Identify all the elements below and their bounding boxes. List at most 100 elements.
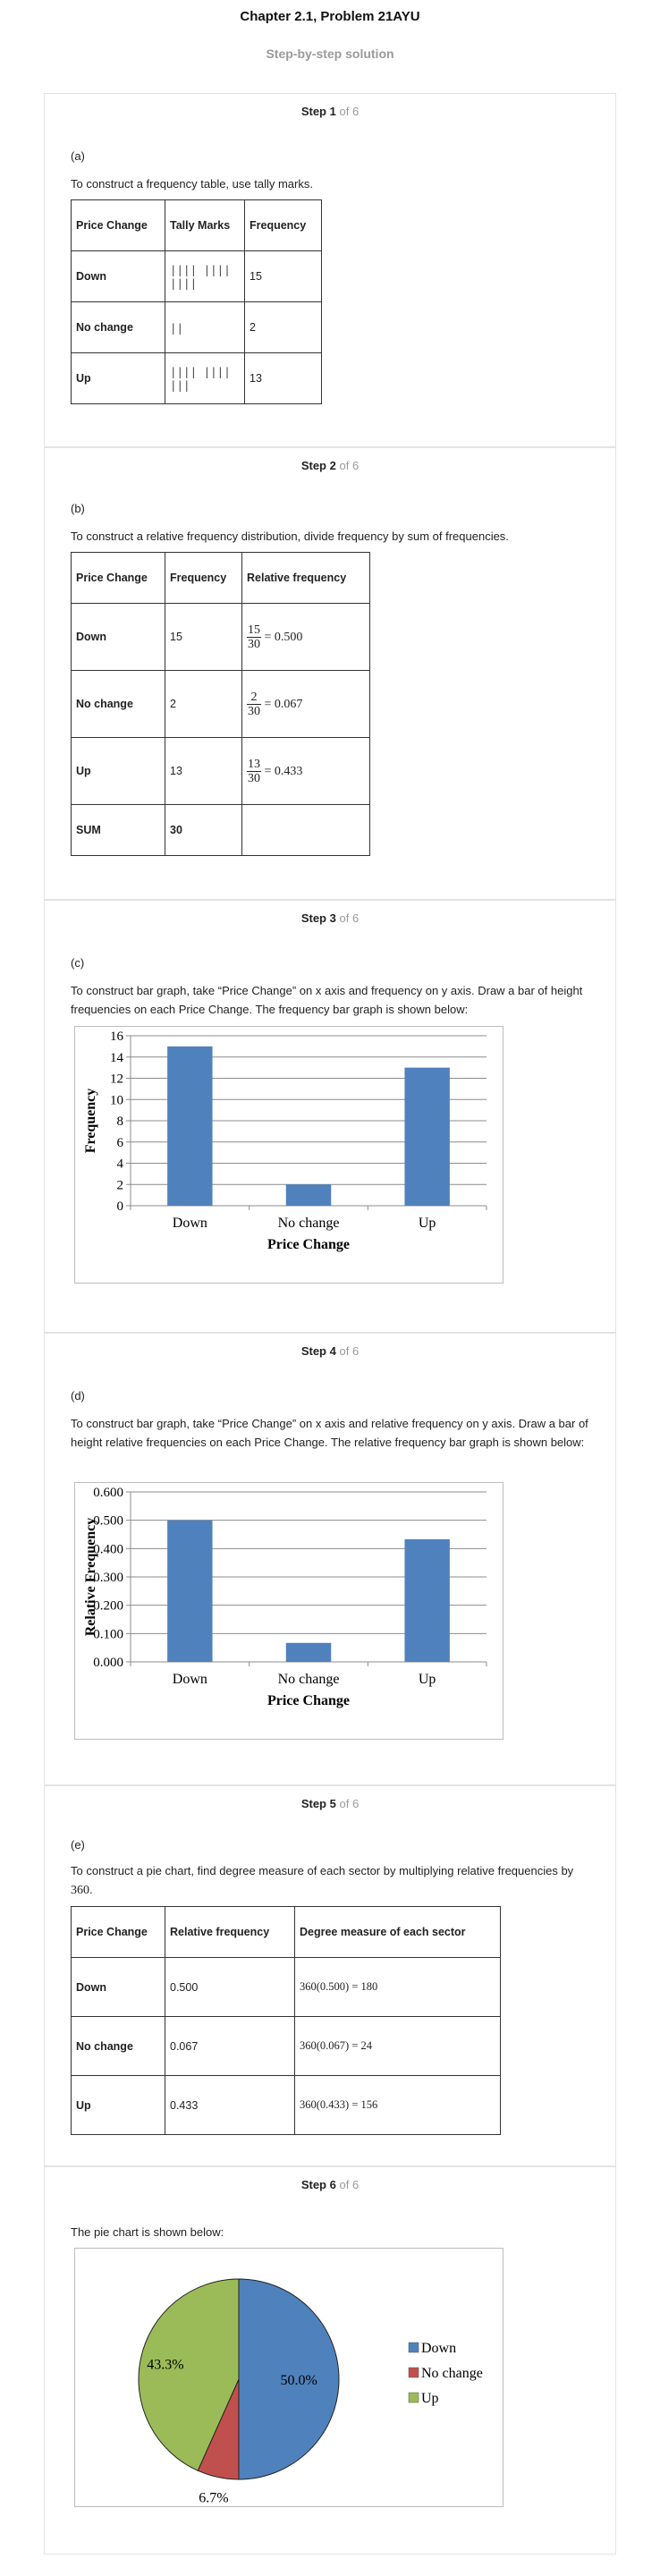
step-header-4: Step 4 of 6 (45, 1344, 615, 1358)
step-of: of 6 (339, 105, 360, 118)
table-cell: No change (71, 2016, 165, 2076)
relative-frequency-bar-chart: 0.000 0.100 0.200 0.300 0.400 0.500 0.600 Down N… (74, 1482, 503, 1740)
part-label: (e) (71, 1838, 85, 1852)
table-cell: 13 (244, 352, 322, 404)
y-axis-title: Relative Frequency (83, 1518, 98, 1637)
table-cell: 2 (165, 670, 242, 738)
x-tick-label: No change (278, 1216, 340, 1231)
tally-marks: || (165, 301, 245, 353)
step-card-2: Step 2 of 6 (b) To construct a relative … (44, 447, 616, 900)
sum-value: 30 (165, 804, 242, 856)
y-tick-label: 0.400 (93, 1542, 123, 1556)
step-of: of 6 (339, 1797, 360, 1810)
pie-data-label: 50.0% (281, 2373, 317, 2388)
step-card-1: Step 1 of 6 (a) To construct a frequency… (44, 93, 616, 447)
y-axis-title: Frequency (83, 1089, 98, 1154)
frequency-table: Price Change Tally Marks Frequency Down … (71, 199, 322, 404)
step-number: 3 (329, 911, 336, 925)
step-card-3: Step 3 of 6 (c) To construct bar graph, … (44, 900, 616, 1333)
x-axis-title: Price Change (267, 1693, 350, 1708)
step-header-6: Step 6 of 6 (45, 2178, 615, 2191)
frequency-bar-chart: 0 2 4 6 8 10 12 14 16 Down No change Up Price Change… (74, 1026, 503, 1284)
step-number: 4 (329, 1344, 336, 1358)
pie-data-label: 6.7% (199, 2490, 228, 2505)
y-tick-label: 0 (117, 1199, 124, 1214)
step-number: 2 (329, 459, 336, 472)
step-text: To construct a frequency table, use tall… (71, 177, 313, 191)
x-tick-label: Down (173, 1216, 207, 1231)
table-cell: No change (71, 670, 165, 738)
fraction-result: = 0.067 (264, 697, 303, 711)
fraction-cell: 13 30 = 0.433 (241, 737, 370, 805)
part-label: (a) (71, 149, 85, 163)
table-cell: 2 (244, 301, 322, 353)
relative-frequency-bar-chart-svg: 0.000 0.100 0.200 0.300 0.400 0.500 0.600 Down N… (83, 1486, 487, 1708)
table-cell: No change (71, 301, 165, 353)
table-header: Price Change (71, 1906, 165, 1958)
pie-data-label: 43.3% (147, 2357, 183, 2372)
part-label: (c) (71, 956, 85, 970)
y-tick-label: 0.000 (93, 1656, 123, 1670)
step-of: of 6 (339, 2178, 360, 2191)
pie-slice (238, 2278, 340, 2480)
step-card-6: Step 6 of 6 The pie chart is shown below… (44, 2166, 616, 2555)
x-tick-label: Up (419, 1216, 436, 1231)
step-header-5: Step 5 of 6 (45, 1797, 615, 1810)
table-header: Degree measure of each sector (294, 1906, 501, 1958)
y-tick-label: 0.500 (93, 1514, 123, 1529)
step-word: Step (300, 1797, 326, 1810)
table-cell: 360(0.500) = 180 (294, 1957, 501, 2017)
step-text: To construct bar graph, take “Price Chan… (71, 984, 583, 1016)
relative-frequency-table: Price Change Frequency Relative frequenc… (71, 552, 370, 856)
tally-marks: |||| |||| |||| (165, 250, 245, 302)
numerator: 15 (247, 623, 261, 638)
legend-label: No change (421, 2366, 483, 2381)
x-tick-label: Down (173, 1672, 207, 1687)
tally-marks: |||| |||| ||| (165, 352, 245, 404)
step-card-4: Step 4 of 6 (d) To construct bar graph, … (44, 1333, 616, 1785)
bar (167, 1046, 213, 1206)
numerator: 2 (247, 691, 261, 705)
legend-swatch (408, 2367, 419, 2378)
sum-label: SUM (71, 804, 165, 856)
y-tick-label: 14 (110, 1051, 124, 1065)
denominator: 30 (248, 771, 260, 785)
step-word: Step (300, 911, 326, 925)
table-header: Frequency (244, 199, 322, 251)
table-header: Tally Marks (165, 199, 245, 251)
table-cell: 360(0.067) = 24 (294, 2016, 501, 2076)
y-tick-label: 10 (110, 1093, 123, 1107)
y-tick-label: 0.600 (93, 1486, 123, 1500)
step-card-5: Step 5 of 6 (e) To construct a pie chart… (44, 1785, 616, 2166)
table-cell: 0.500 (165, 1957, 295, 2017)
part-label: (b) (71, 502, 85, 515)
table-cell: 13 (165, 737, 242, 805)
step-text: To construct a relative frequency distri… (71, 530, 509, 543)
bar (404, 1538, 450, 1662)
denominator: 30 (248, 704, 260, 718)
x-tick-label: Up (419, 1672, 436, 1687)
table-cell: 0.433 (165, 2075, 295, 2135)
denominator: 30 (248, 637, 260, 651)
y-tick-label: 0.100 (93, 1627, 123, 1641)
table-cell: 360(0.433) = 156 (294, 2075, 501, 2135)
table-header: Relative frequency (165, 1906, 295, 1958)
degree-measure-table: Price Change Relative frequency Degree m… (71, 1906, 501, 2135)
y-tick-label: 16 (110, 1030, 124, 1044)
part-label: (d) (71, 1389, 85, 1402)
step-text-after: . (89, 1883, 93, 1896)
bar (167, 1520, 213, 1662)
table-cell: Down (71, 603, 165, 671)
table-cell: 0.067 (165, 2016, 295, 2076)
table-cell-empty (241, 804, 370, 856)
y-tick-label: 0.300 (93, 1571, 123, 1585)
y-tick-label: 6 (117, 1136, 124, 1150)
fraction-result: = 0.433 (264, 764, 303, 778)
table-header: Relative frequency (241, 552, 370, 604)
bar (285, 1184, 332, 1206)
fraction-cell: 2 30 = 0.067 (241, 670, 370, 738)
table-cell: Down (71, 250, 165, 302)
frequency-bar-chart-svg: 0 2 4 6 8 10 12 14 16 Down No change Up Price Change… (83, 1030, 487, 1252)
step-word: Step (300, 1344, 326, 1358)
multiplier-value: 360 (71, 1884, 89, 1897)
